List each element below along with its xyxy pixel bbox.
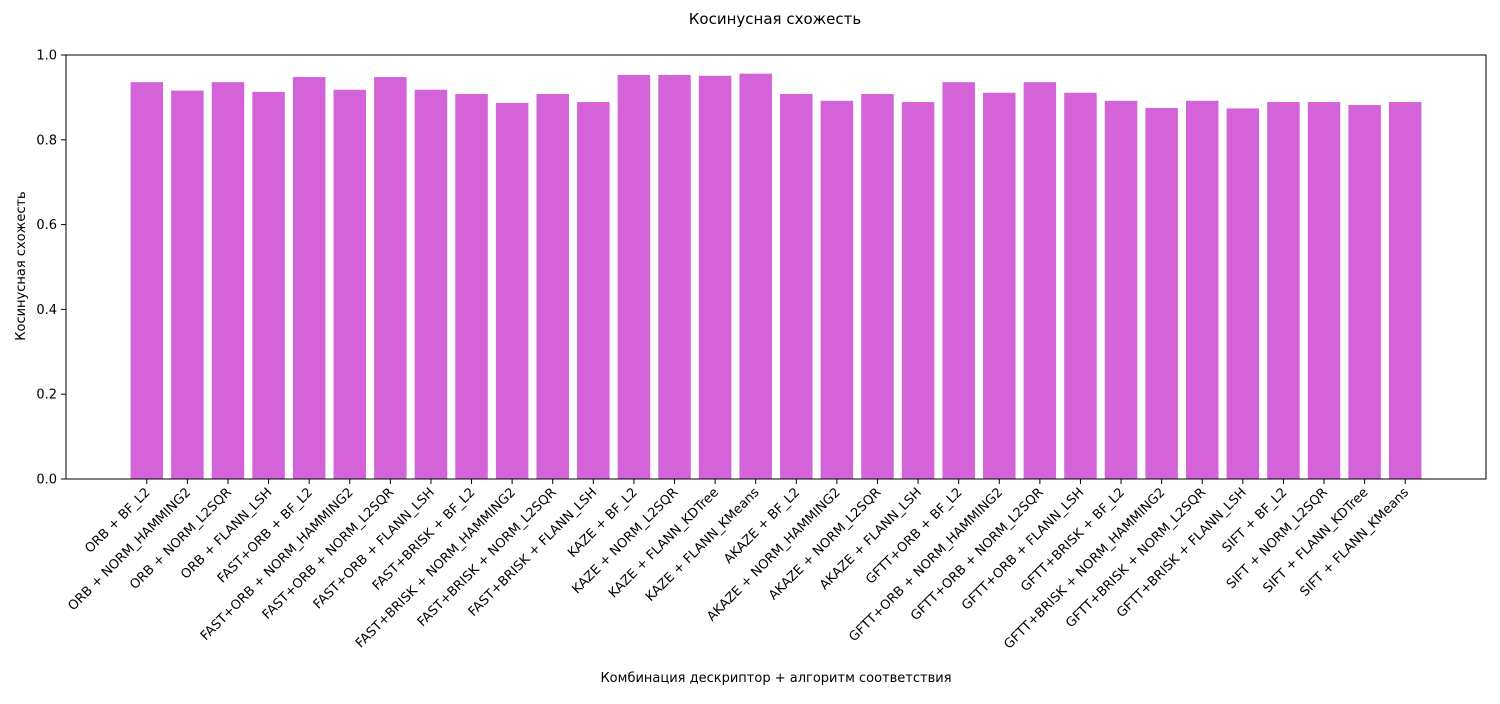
bar-22	[983, 92, 1016, 480]
y-axis-label: Косинусная схожесть	[14, 191, 29, 340]
bar-27	[1186, 100, 1219, 479]
bar-25	[1104, 100, 1138, 479]
bar-23	[1023, 82, 1057, 479]
bar-17	[780, 94, 813, 479]
bar-21	[942, 82, 975, 479]
y-tick-label-5: 1.0	[36, 49, 57, 64]
y-axis-ticks: 0.0 0.2 0.4 0.6 0.8 1.0	[36, 49, 66, 488]
bar-8	[414, 89, 448, 480]
y-tick-label-2: 0.4	[36, 303, 57, 318]
bar-28	[1226, 108, 1260, 480]
x-tick-label-6: FAST+ORB + NORM_HAMMING2	[198, 485, 357, 644]
bar-19	[861, 94, 894, 479]
bar-16	[739, 73, 772, 479]
bar-9	[455, 94, 488, 479]
bar-32	[1388, 102, 1422, 479]
bar-3	[211, 82, 245, 479]
chart-title: Косинусная схожесть	[689, 10, 861, 28]
bar-31	[1348, 105, 1381, 479]
bar-2	[171, 90, 204, 480]
bar-11	[536, 94, 569, 479]
bar-14	[658, 74, 691, 480]
y-tick-label-0: 0.0	[36, 473, 57, 488]
bar-20	[901, 102, 935, 479]
x-axis-label: Комбинация дескриптор + алгоритм соответ…	[600, 671, 951, 686]
bar-12	[577, 102, 610, 479]
bar-1	[130, 82, 164, 479]
bar-29	[1267, 102, 1300, 479]
bar-15	[698, 75, 732, 479]
y-tick-label-1: 0.2	[36, 388, 57, 403]
plot-frame	[65, 54, 1487, 480]
bar-7	[374, 77, 407, 480]
bars-group	[130, 73, 1422, 480]
bar-10	[495, 102, 529, 479]
bar-24	[1064, 92, 1097, 480]
bar-4	[252, 91, 285, 479]
bar-26	[1145, 108, 1178, 479]
bar-5	[292, 77, 326, 480]
y-tick-label-4: 0.8	[36, 133, 57, 148]
bar-13	[617, 74, 651, 480]
bar-30	[1307, 102, 1341, 479]
y-tick-label-3: 0.6	[36, 218, 57, 233]
x-tick-label-13: KAZE + BF_L2	[565, 485, 641, 561]
bar-6	[333, 89, 366, 480]
bar-18	[820, 100, 854, 479]
